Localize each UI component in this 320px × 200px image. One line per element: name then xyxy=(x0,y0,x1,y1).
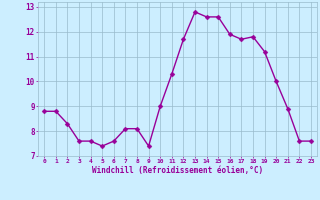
X-axis label: Windchill (Refroidissement éolien,°C): Windchill (Refroidissement éolien,°C) xyxy=(92,166,263,175)
